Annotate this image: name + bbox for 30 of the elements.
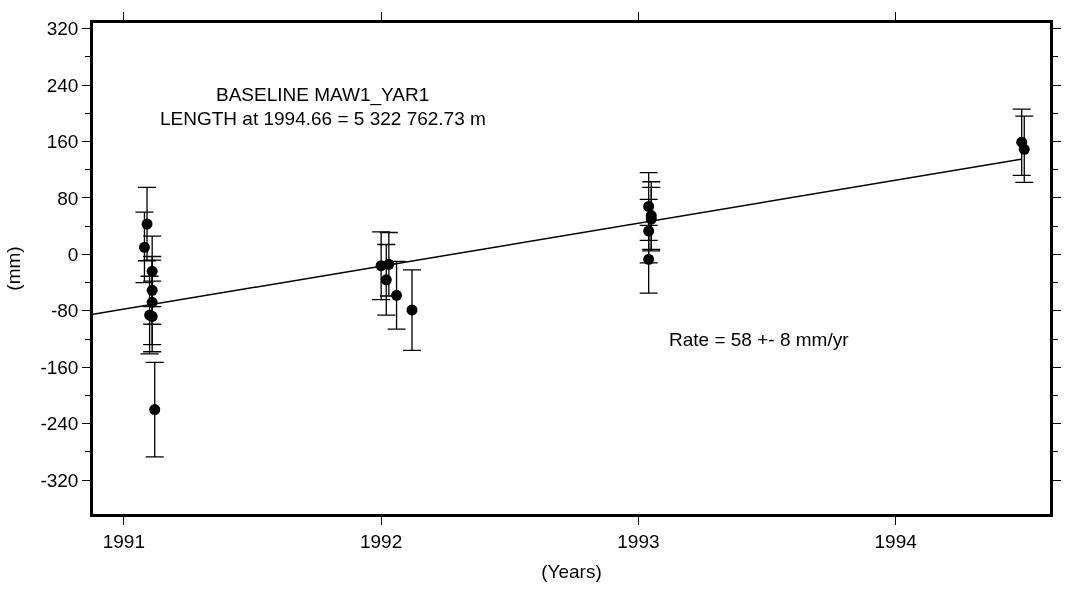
- annotation: LENGTH at 1994.66 = 5 322 762.73 m: [160, 108, 486, 129]
- x-tick-label: 1993: [617, 530, 660, 552]
- point: [643, 253, 655, 265]
- x-tick-label: 1991: [102, 530, 146, 552]
- point: [391, 289, 403, 301]
- point: [146, 284, 158, 296]
- annotation: Rate = 58 +- 8 mm/yr: [669, 329, 850, 350]
- point: [406, 304, 418, 316]
- y-tick-label: 0: [67, 244, 79, 266]
- point: [643, 200, 655, 212]
- y-tick-label: -320: [40, 469, 79, 491]
- y-tick-label: -240: [40, 413, 79, 435]
- y-axis-title: (mm): [3, 246, 25, 291]
- x-axis-title: (Years): [541, 561, 602, 583]
- point: [149, 404, 161, 416]
- point: [138, 241, 150, 253]
- y-tick-label: 240: [46, 74, 79, 96]
- y-tick-label: -80: [50, 300, 79, 322]
- y-tick-label: 160: [46, 131, 79, 153]
- annotation: BASELINE MAW1_YAR1: [216, 84, 430, 106]
- y-tick-label: 320: [46, 18, 79, 40]
- point: [380, 274, 392, 286]
- y-tick-label: -160: [40, 356, 79, 378]
- point: [1018, 143, 1030, 155]
- point: [141, 218, 153, 230]
- x-tick-label: 1994: [874, 530, 918, 552]
- point: [643, 225, 655, 237]
- point: [146, 265, 158, 277]
- x-tick-label: 1992: [359, 530, 403, 552]
- y-tick-label: 80: [57, 187, 79, 209]
